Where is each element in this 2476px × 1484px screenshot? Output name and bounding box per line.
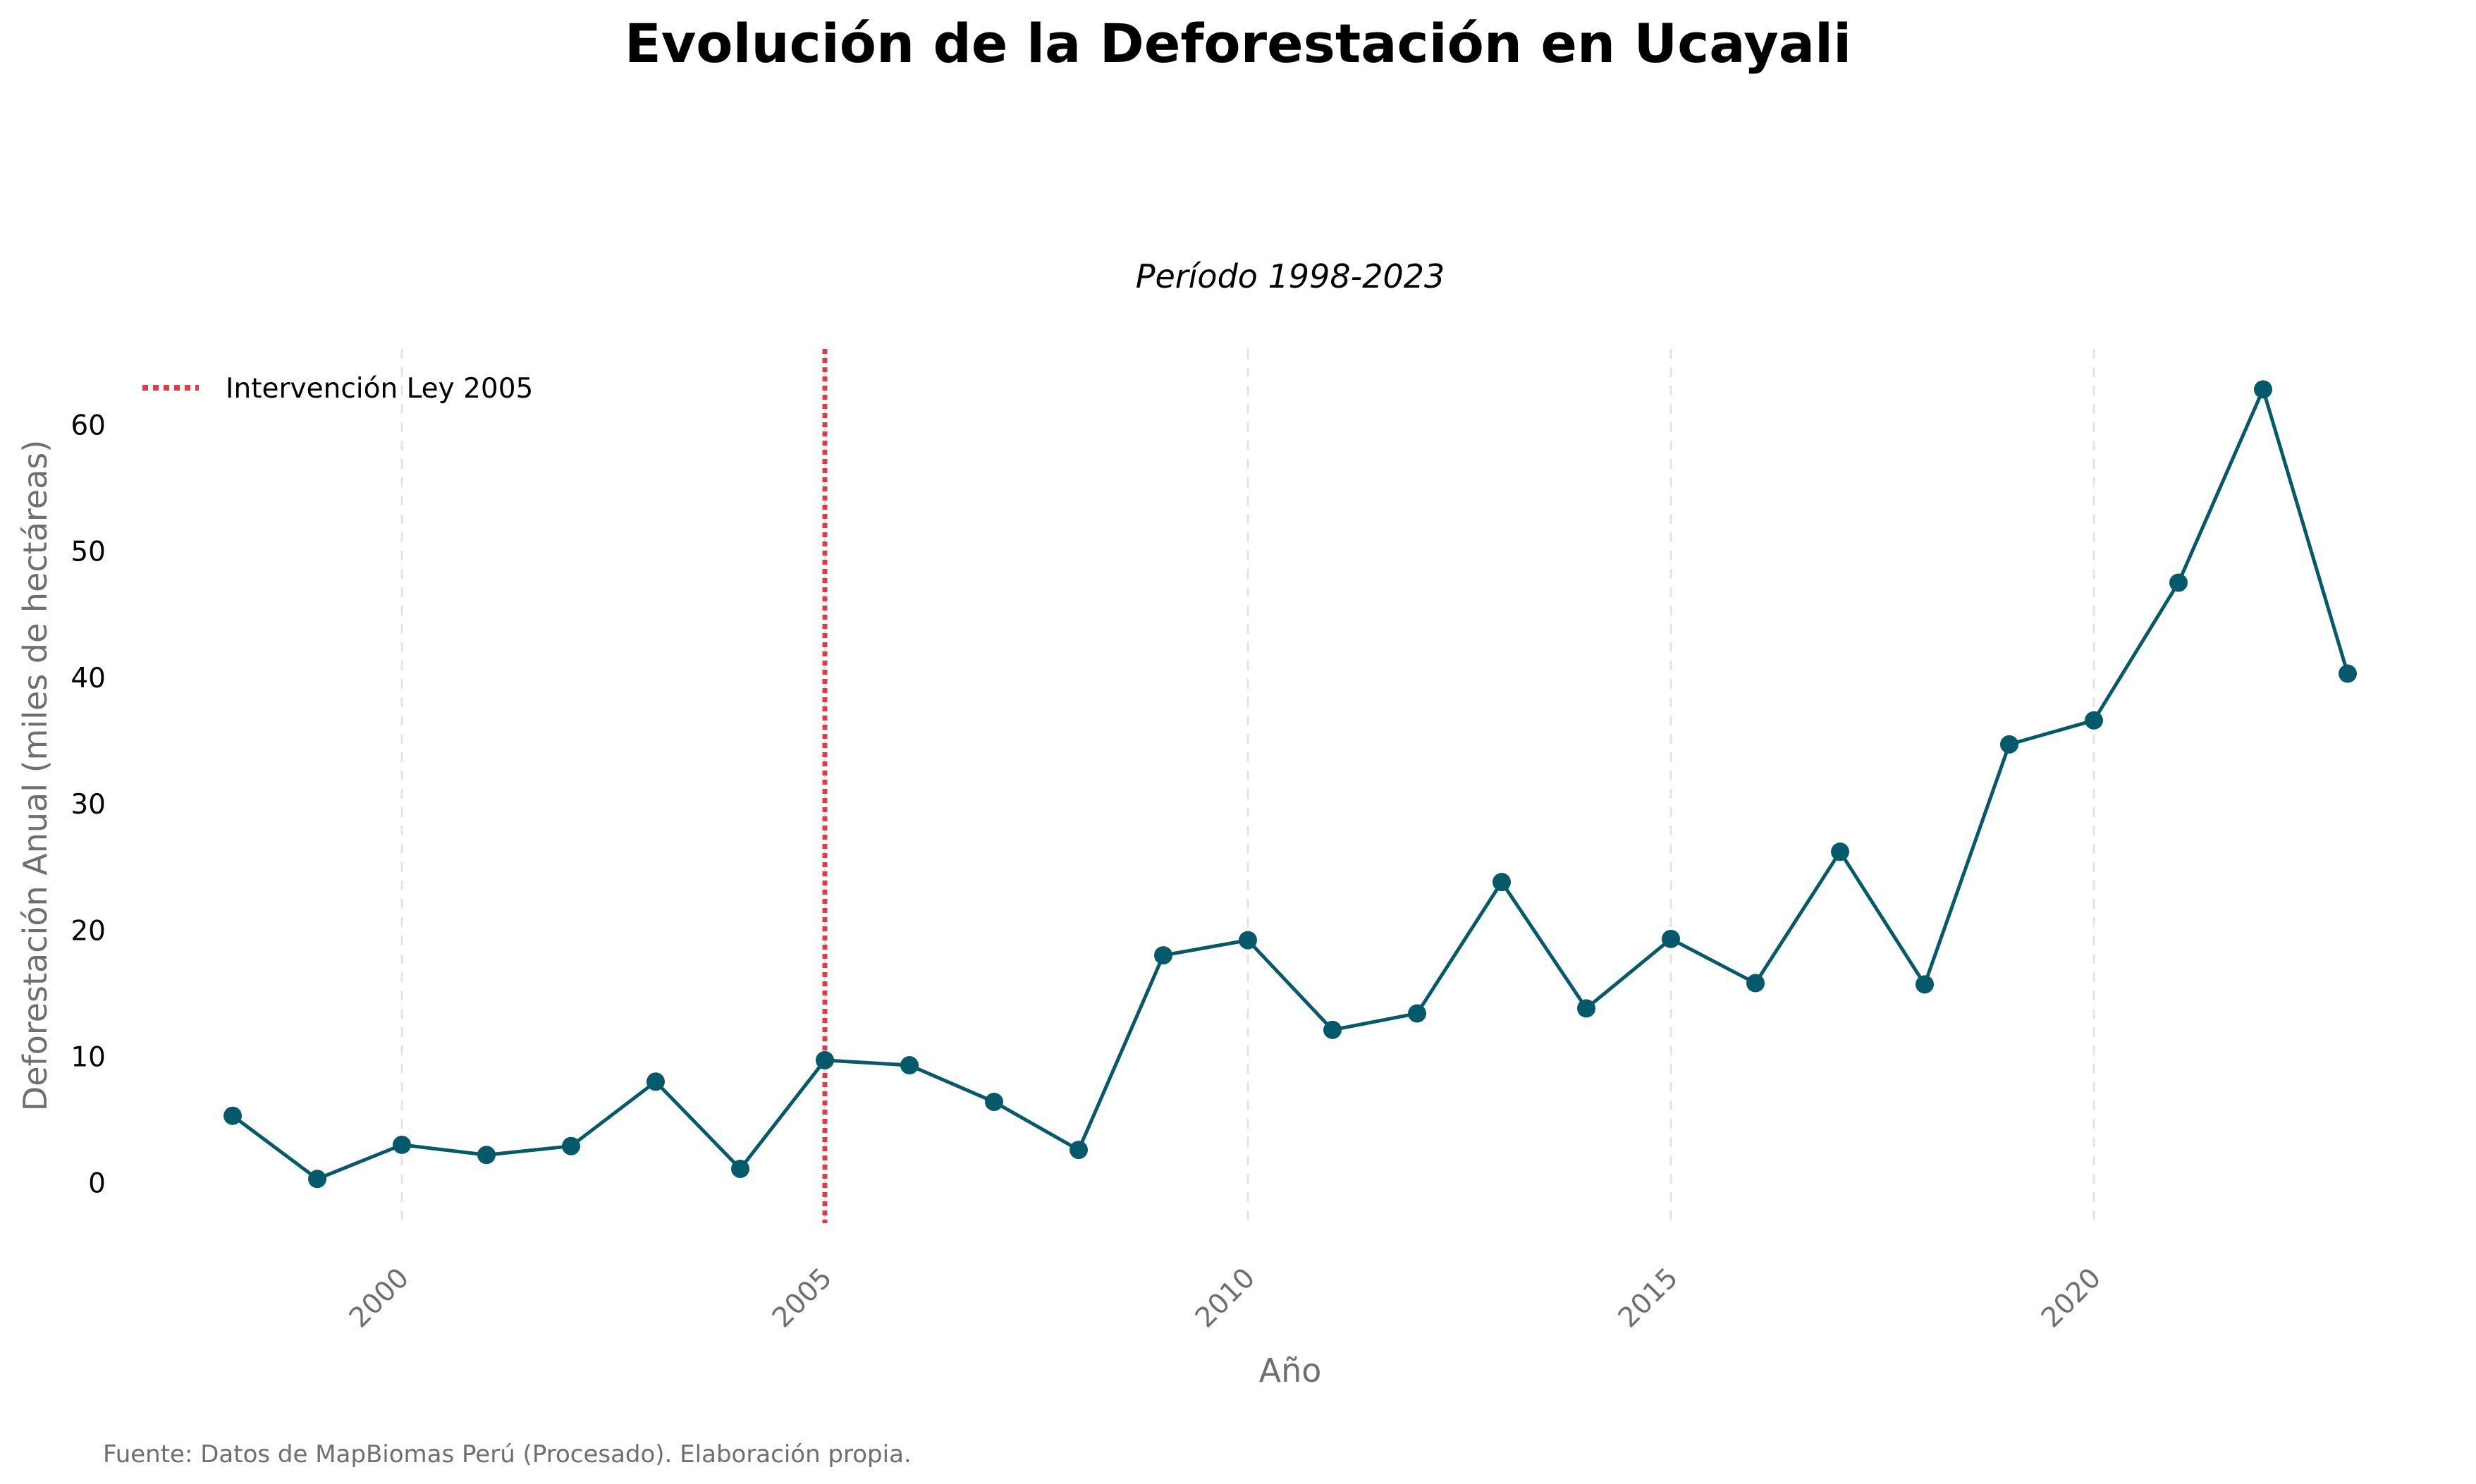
legend-label-intervention: Intervención Ley 2005 <box>226 373 533 405</box>
data-point <box>816 1050 834 1069</box>
y-tick-label: 60 <box>71 410 106 442</box>
data-point <box>1154 946 1172 965</box>
y-tick-label: 50 <box>71 536 106 568</box>
x-tick-labels: 2000 2005 2010 2015 2020 <box>343 1262 2107 1334</box>
data-point <box>1916 975 1934 994</box>
data-point <box>1070 1141 1088 1160</box>
x-tick-label: 2015 <box>1612 1262 1684 1334</box>
data-point <box>223 1106 242 1125</box>
data-point <box>2169 573 2188 592</box>
data-point <box>1408 1004 1426 1023</box>
data-point <box>477 1146 496 1165</box>
y-tick-label: 40 <box>71 663 106 694</box>
data-point <box>1746 974 1765 993</box>
data-point <box>1493 873 1511 892</box>
legend: Intervención Ley 2005 <box>142 373 533 405</box>
data-point <box>2000 735 2018 754</box>
data-point <box>2085 711 2103 730</box>
data-point <box>308 1170 326 1189</box>
x-tick-label: 2010 <box>1189 1262 1261 1334</box>
x-axis-label: Año <box>1259 1351 1322 1390</box>
data-point <box>1323 1020 1342 1039</box>
series-line <box>231 387 2350 1181</box>
data-point <box>646 1072 665 1091</box>
y-tick-label: 0 <box>88 1168 106 1200</box>
data-point <box>393 1135 411 1154</box>
y-tick-label: 10 <box>71 1041 106 1073</box>
y-tick-labels: 0 10 20 30 40 50 60 <box>71 410 106 1200</box>
data-point <box>1577 999 1595 1018</box>
data-point <box>562 1136 580 1155</box>
chart-subtitle: Período 1998-2023 <box>1136 257 1445 295</box>
y-tick-label: 20 <box>71 915 106 947</box>
x-tick-label: 2005 <box>766 1262 838 1334</box>
chart-title: Evolución de la Deforestación en Ucayali <box>625 12 1851 75</box>
data-point <box>2339 664 2357 683</box>
x-gridlines <box>400 349 2095 1223</box>
data-point <box>900 1056 919 1075</box>
y-tick-label: 30 <box>71 789 106 821</box>
data-point <box>1662 929 1680 948</box>
x-tick-label: 2000 <box>343 1262 415 1334</box>
data-point <box>2254 380 2272 399</box>
data-point <box>1831 842 1849 861</box>
data-point <box>985 1092 1003 1111</box>
data-point <box>1239 931 1257 950</box>
series-layer <box>223 380 2357 1189</box>
x-tick-label: 2020 <box>2035 1262 2107 1334</box>
source-caption: Fuente: Datos de MapBiomas Perú (Procesa… <box>103 1440 912 1468</box>
data-point <box>731 1159 749 1178</box>
y-axis-label: Deforestación Anual (miles de hectáreas) <box>16 440 54 1111</box>
